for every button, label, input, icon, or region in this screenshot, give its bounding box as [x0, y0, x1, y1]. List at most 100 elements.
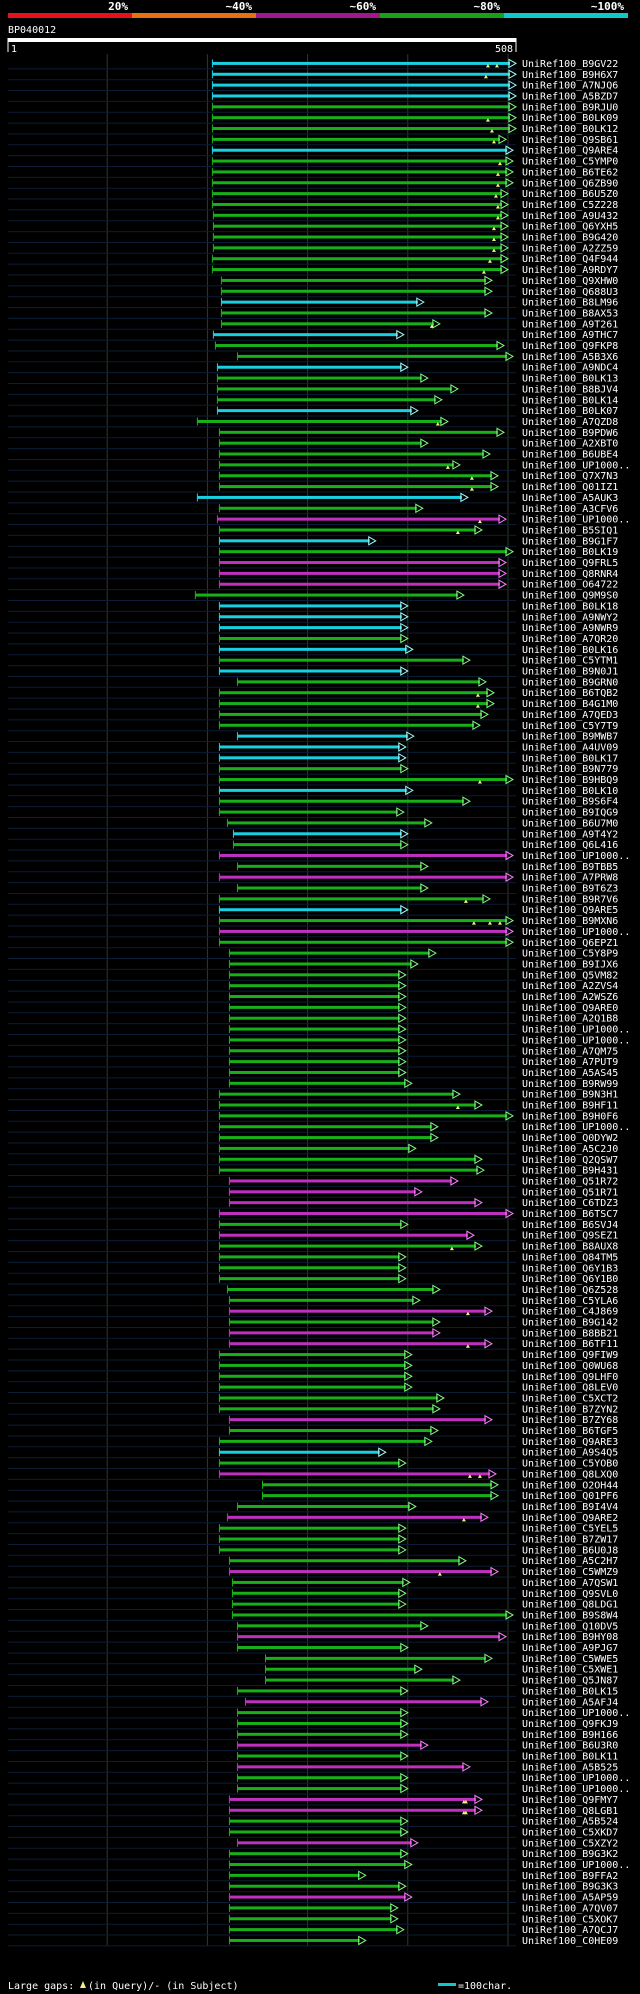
- hit-bar[interactable]: [229, 962, 412, 966]
- hit-bar[interactable]: [219, 875, 507, 879]
- hit-bar[interactable]: [212, 127, 510, 131]
- hit-label[interactable]: UniRef100_B9GRN0: [522, 677, 618, 688]
- hit-bar[interactable]: [213, 235, 502, 239]
- hit-bar[interactable]: [219, 908, 402, 912]
- hit-bar[interactable]: [229, 1863, 406, 1867]
- hit-row[interactable]: UniRef100_O2OH44: [8, 1479, 618, 1491]
- hit-label[interactable]: UniRef100_Q8LGB1: [522, 1806, 618, 1817]
- hit-row[interactable]: UniRef100_C4J869: [8, 1306, 618, 1318]
- hit-row[interactable]: UniRef100_B9H431: [8, 1165, 618, 1177]
- hit-row[interactable]: UniRef100_B9R7V6: [8, 894, 618, 905]
- hit-bar[interactable]: [237, 1787, 402, 1791]
- hit-label[interactable]: UniRef100_A5C2H7: [522, 1556, 618, 1567]
- hit-label[interactable]: UniRef100_Q9FKJ9: [522, 1719, 618, 1730]
- hit-row[interactable]: UniRef100_A5AP59: [8, 1892, 618, 1904]
- hit-bar[interactable]: [219, 778, 507, 782]
- hit-row[interactable]: UniRef100_Q9M9S0: [8, 590, 618, 602]
- hit-bar[interactable]: [219, 1157, 476, 1161]
- hit-label[interactable]: UniRef100_A5AS45: [522, 1068, 618, 1079]
- hit-bar[interactable]: [229, 1038, 400, 1042]
- hit-label[interactable]: UniRef100_B6U7M0: [522, 818, 618, 829]
- hit-label[interactable]: UniRef100_Q9ARE2: [522, 1513, 618, 1524]
- hit-row[interactable]: UniRef100_A9S4Q5: [8, 1447, 618, 1459]
- hit-bar[interactable]: [265, 1656, 486, 1660]
- hit-label[interactable]: UniRef100_A2ZVS4: [522, 981, 618, 992]
- hit-bar[interactable]: [219, 528, 476, 532]
- hit-bar[interactable]: [219, 647, 407, 651]
- hit-row[interactable]: UniRef100_B9RW99: [8, 1078, 618, 1090]
- hit-bar[interactable]: [219, 788, 407, 792]
- hit-bar[interactable]: [197, 495, 462, 499]
- hit-label[interactable]: UniRef100_B9H166: [522, 1730, 618, 1741]
- hit-bar[interactable]: [219, 669, 402, 673]
- hit-bar[interactable]: [219, 430, 498, 434]
- hit-row[interactable]: UniRef100_A9NDC4: [8, 362, 618, 374]
- hit-label[interactable]: UniRef100_O64722: [522, 580, 618, 591]
- hit-label[interactable]: UniRef100_UP1000..: [522, 1025, 630, 1036]
- hit-row[interactable]: UniRef100_B6U3R0: [8, 1740, 618, 1752]
- hit-bar[interactable]: [221, 300, 418, 304]
- hit-label[interactable]: UniRef100_B8AUX8: [522, 1242, 618, 1253]
- hit-label[interactable]: UniRef100_C5YLA6: [522, 1296, 618, 1307]
- hit-bar[interactable]: [237, 1765, 464, 1769]
- hit-label[interactable]: UniRef100_Q01PF6: [522, 1491, 618, 1502]
- hit-label[interactable]: UniRef100_Q9ARE3: [522, 1437, 618, 1448]
- hit-row[interactable]: UniRef100_Q8RNR4: [8, 568, 618, 580]
- hit-label[interactable]: UniRef100_Q6L416: [522, 840, 618, 851]
- hit-row[interactable]: UniRef100_Q6ZB90: [8, 177, 618, 189]
- hit-bar[interactable]: [221, 278, 486, 282]
- hit-label[interactable]: UniRef100_B6TQB2: [522, 688, 618, 699]
- hit-label[interactable]: UniRef100_A2Q1B8: [522, 1014, 618, 1025]
- hit-row[interactable]: UniRef100_C5WWE5: [8, 1653, 618, 1665]
- hit-row[interactable]: UniRef100_B9G142: [8, 1317, 618, 1329]
- hit-label[interactable]: UniRef100_A7QM75: [522, 1046, 618, 1057]
- hit-row[interactable]: UniRef100_A9NWY2: [8, 611, 618, 623]
- hit-bar[interactable]: [219, 452, 484, 456]
- hit-row[interactable]: UniRef100_UP1000..: [8, 1035, 630, 1046]
- hit-bar[interactable]: [219, 919, 507, 923]
- hit-bar[interactable]: [195, 593, 458, 597]
- hit-bar[interactable]: [229, 1906, 392, 1910]
- hit-label[interactable]: UniRef100_A9NWR9: [522, 623, 618, 634]
- hit-label[interactable]: UniRef100_B9R7V6: [522, 894, 618, 905]
- hit-label[interactable]: UniRef100_B9IJX6: [522, 959, 618, 970]
- hit-row[interactable]: UniRef100_Q6Y1B3: [8, 1262, 618, 1274]
- hit-row[interactable]: UniRef100_A2XBT0: [8, 438, 618, 450]
- hit-row[interactable]: UniRef100_B0LK07: [8, 405, 618, 417]
- hit-row[interactable]: UniRef100_Q7X7N3: [8, 470, 618, 482]
- hit-bar[interactable]: [229, 973, 400, 977]
- hit-bar[interactable]: [219, 929, 507, 933]
- hit-label[interactable]: UniRef100_A9T261: [522, 319, 618, 330]
- hit-label[interactable]: UniRef100_Q688U3: [522, 287, 618, 298]
- hit-row[interactable]: UniRef100_C5Z228: [8, 199, 618, 211]
- hit-row[interactable]: UniRef100_B9IJX6: [8, 959, 618, 970]
- hit-bar[interactable]: [219, 1396, 438, 1400]
- hit-row[interactable]: UniRef100_B8BJV4: [8, 384, 618, 395]
- hit-label[interactable]: UniRef100_B9H6X7: [522, 70, 618, 81]
- hit-label[interactable]: UniRef100_B7ZYN2: [522, 1404, 618, 1415]
- hit-row[interactable]: UniRef100_A9NWR9: [8, 622, 618, 634]
- hit-label[interactable]: UniRef100_A9U432: [522, 211, 618, 222]
- hit-row[interactable]: UniRef100_Q6EPZ1: [8, 937, 618, 949]
- hit-row[interactable]: UniRef100_A9T261: [8, 318, 618, 330]
- hit-row[interactable]: UniRef100_A7PRW8: [8, 872, 618, 884]
- hit-row[interactable]: UniRef100_B9FFA2: [8, 1870, 618, 1882]
- hit-row[interactable]: UniRef100_B9MWB7: [8, 731, 618, 743]
- hit-bar[interactable]: [233, 843, 402, 847]
- hit-bar[interactable]: [237, 1711, 402, 1715]
- hit-bar[interactable]: [212, 257, 502, 261]
- hit-bar[interactable]: [229, 1179, 452, 1183]
- hit-row[interactable]: UniRef100_A5B524: [8, 1816, 618, 1828]
- hit-row[interactable]: UniRef100_B6U5Z0: [8, 188, 618, 200]
- hit-bar[interactable]: [229, 1342, 486, 1346]
- hit-label[interactable]: UniRef100_B6TSC7: [522, 1209, 618, 1220]
- hit-label[interactable]: UniRef100_A5AUK3: [522, 493, 618, 504]
- hit-row[interactable]: UniRef100_Q0WU68: [8, 1360, 618, 1372]
- hit-bar[interactable]: [237, 1721, 402, 1725]
- hit-bar[interactable]: [237, 1841, 412, 1845]
- hit-bar[interactable]: [219, 1537, 400, 1541]
- hit-row[interactable]: UniRef100_B0LK18: [8, 601, 618, 612]
- hit-bar[interactable]: [213, 213, 502, 217]
- hit-label[interactable]: UniRef100_A9THC7: [522, 330, 618, 341]
- hit-label[interactable]: UniRef100_B0LK19: [522, 547, 618, 558]
